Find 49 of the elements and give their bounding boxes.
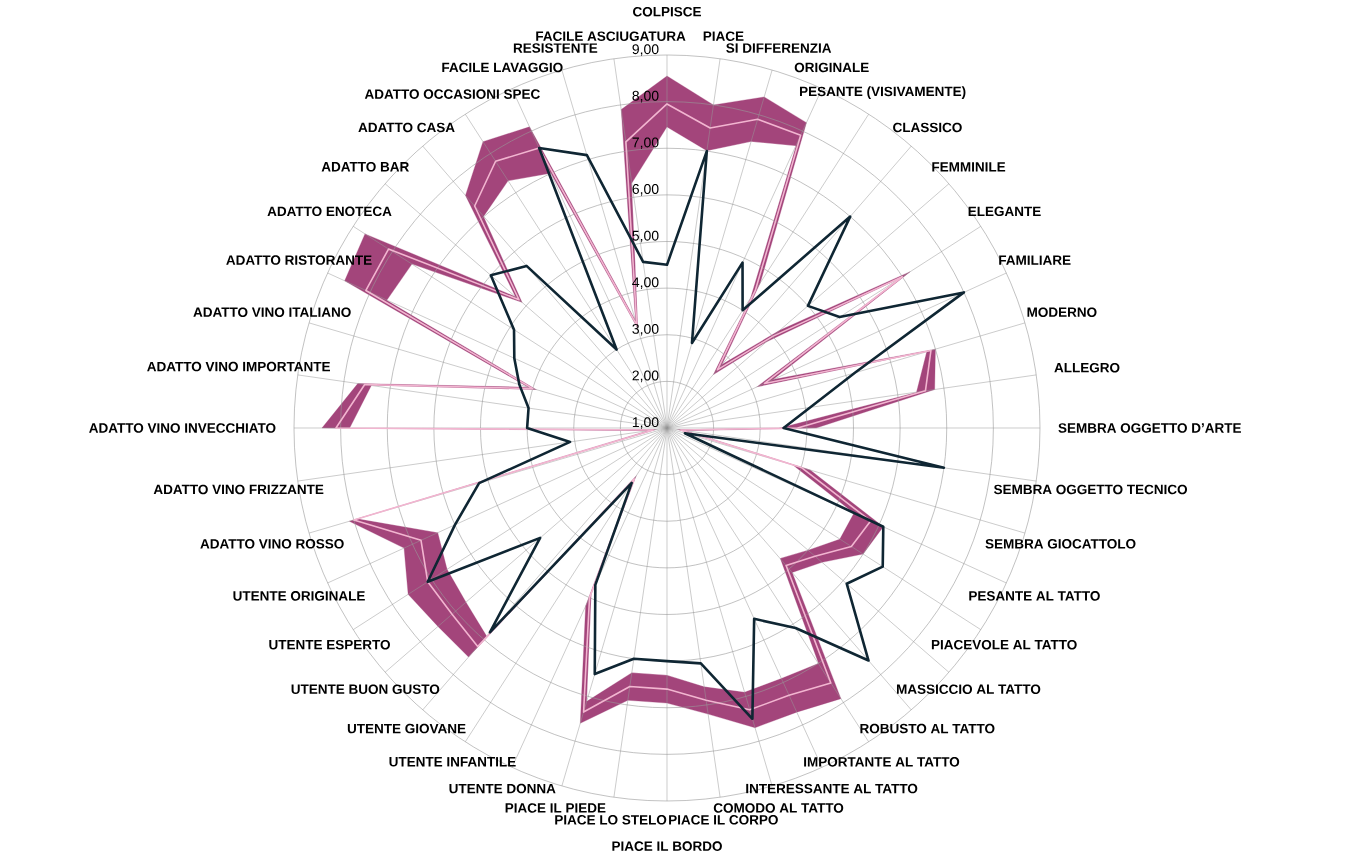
spoke-label: UTENTE INFANTILE <box>389 757 516 767</box>
y-tick-label: 2,00 <box>632 370 659 383</box>
spoke-label: ADATTO OCCASIONI SPEC <box>364 89 540 99</box>
spoke-label: ADATTO VINO IMPORTANTE <box>147 361 330 372</box>
spoke-label: SEMBRA OGGETTO TECNICO <box>993 484 1188 495</box>
spoke-label: FAMILIARE <box>999 255 1071 265</box>
spoke-label: ALLEGRO <box>1054 362 1120 373</box>
spoke-label: UTENTE BUON GUSTO <box>291 684 440 694</box>
spoke-label: PIACEVOLE AL TATTO <box>931 639 1077 650</box>
spoke-label: IMPORTANTE AL TATTO <box>804 757 960 767</box>
y-tick-label: 7,00 <box>632 137 659 150</box>
spoke-label: FACILE LAVAGGIO <box>442 62 563 73</box>
y-tick-label: 6,00 <box>632 184 659 196</box>
spoke-label: UTENTE GIOVANE <box>347 723 466 734</box>
spoke-label: ORIGINALE <box>794 62 869 73</box>
y-tick-label: 9,00 <box>632 44 659 56</box>
spoke-label: PIACE <box>703 31 744 41</box>
spoke-label: PIACE IL PIEDE <box>505 803 606 813</box>
spoke-label: ADATTO VINO FRIZZANTE <box>153 484 324 495</box>
spoke-label: ELEGANTE <box>968 206 1041 217</box>
spoke-label: COMODO AL TATTO <box>713 803 844 813</box>
spoke-label: MODERNO <box>1027 307 1097 317</box>
spoke-label: ADATTO VINO INVECCHIATO <box>89 423 276 433</box>
spoke-label: UTENTE ESPERTO <box>269 639 390 650</box>
spoke-label: PIACE IL BORDO <box>612 841 722 851</box>
spoke-label: FEMMINILE <box>932 162 1006 172</box>
spoke-label: ADATTO CASA <box>358 122 455 133</box>
spoke-label: CLASSICO <box>893 122 962 133</box>
spoke-label: UTENTE ORIGINALE <box>233 591 365 601</box>
spoke-label: PESANTE AL TATTO <box>969 591 1100 601</box>
spoke-label: RESISTENTE <box>513 43 598 53</box>
spoke-label: ADATTO BAR <box>321 161 409 172</box>
spoke-label: PESANTE (VISIVAMENTE) <box>800 86 966 99</box>
spoke-label: ADATTO VINO ROSSO <box>200 539 344 549</box>
spoke-label: SEMBRA OGGETTO D’ARTE <box>1058 423 1241 433</box>
spoke-label: UTENTE DONNA <box>449 783 556 794</box>
spoke-label: SI DIFFERENZIA <box>726 43 832 53</box>
spoke-label: ADATTO VINO ITALIANO <box>193 307 351 317</box>
spoke-label: COLPISCE <box>633 6 701 17</box>
spoke-label: ROBUSTO AL TATTO <box>860 723 995 734</box>
spoke-label: FACILE ASCIUGATURA <box>536 31 686 41</box>
y-tick-label: 3,00 <box>632 323 659 336</box>
spoke-label: MASSICCIO AL TATTO <box>896 684 1041 694</box>
spoke-label: SEMBRA GIOCATTOLO <box>985 539 1136 549</box>
spoke-label: PIACE IL CORPO <box>669 815 778 825</box>
spoke-label: PIACE LO STELO <box>555 815 667 825</box>
y-tick-label: 1,00 <box>632 417 659 429</box>
spoke-label: INTERESSANTE AL TATTO <box>746 783 918 794</box>
spoke-label: ADATTO ENOTECA <box>267 206 392 217</box>
